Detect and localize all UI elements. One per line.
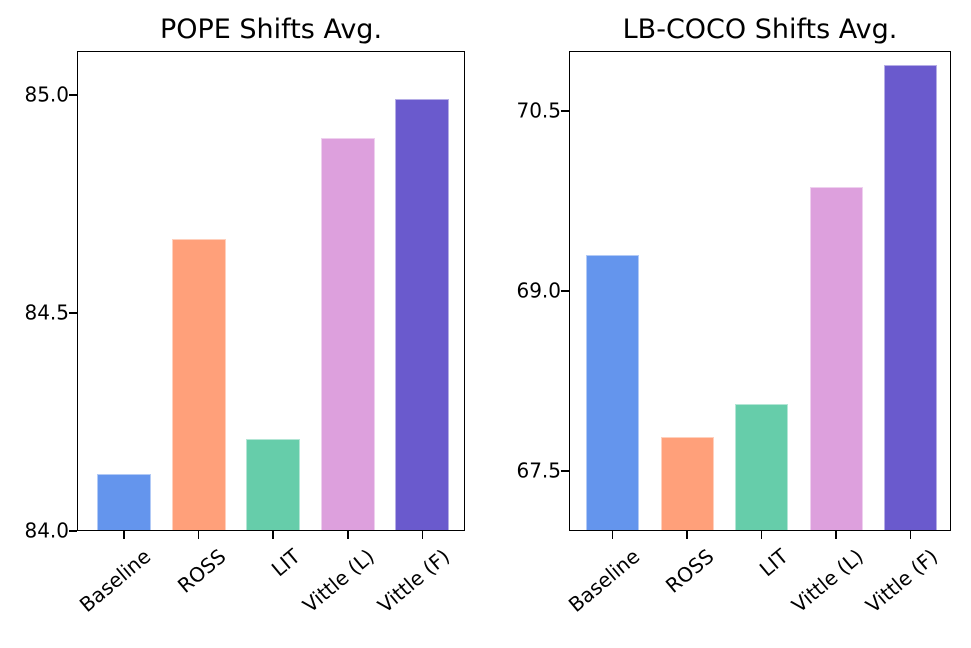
bar-lit (735, 403, 788, 531)
y-tick-label-84-0: 84.0 (24, 518, 69, 543)
x-tick-label-ross: ROSS (172, 544, 231, 598)
bar-baseline (586, 255, 639, 531)
y-tick-mark (69, 311, 77, 314)
bar-ross (171, 238, 226, 531)
chart-title-lb-coco: LB-COCO Shifts Avg. (622, 14, 898, 45)
y-tick-label-85-0: 85.0 (24, 82, 69, 107)
y-tick-label-67-5: 67.5 (516, 458, 561, 483)
bar-vittle-f (884, 65, 937, 531)
x-tick-mark (909, 531, 912, 539)
x-tick-mark (686, 531, 688, 539)
x-tick-mark (346, 531, 349, 539)
y-tick-mark (561, 470, 569, 472)
x-tick-mark (272, 531, 275, 539)
y-tick-mark (69, 530, 77, 532)
bar-ross (660, 437, 714, 531)
x-tick-mark (421, 531, 424, 539)
bar-vittle-f (395, 99, 450, 531)
y-tick-label-84-5: 84.5 (24, 300, 69, 325)
x-tick-label-lit: LIT (266, 544, 305, 582)
x-tick-mark (760, 531, 763, 539)
x-tick-mark (835, 531, 837, 539)
x-tick-label-vittle-l: Vittle (L) (786, 544, 868, 618)
x-tick-mark (611, 531, 614, 539)
bar-vittle-l (809, 186, 863, 531)
bar-baseline (97, 474, 151, 531)
chart-title-pope: POPE Shifts Avg. (159, 14, 383, 45)
x-tick-label-baseline: Baseline (75, 544, 156, 617)
x-tick-label-ross: ROSS (660, 544, 719, 598)
x-tick-label-vittle-f: Vittle (F) (372, 544, 454, 618)
y-tick-label-70-5: 70.5 (516, 98, 561, 123)
y-tick-mark (561, 110, 569, 112)
x-tick-label-vittle-l: Vittle (L) (298, 544, 380, 618)
y-tick-mark (69, 93, 77, 96)
x-tick-label-baseline: Baseline (563, 544, 644, 617)
bar-lit (246, 439, 301, 531)
bar-vittle-l (320, 138, 375, 531)
x-tick-mark (123, 531, 125, 539)
x-tick-label-vittle-f: Vittle (F) (860, 544, 942, 618)
y-tick-mark (561, 290, 569, 292)
y-tick-label-69-0: 69.0 (516, 278, 561, 303)
x-tick-mark (197, 531, 200, 539)
x-tick-label-lit: LIT (755, 544, 793, 582)
